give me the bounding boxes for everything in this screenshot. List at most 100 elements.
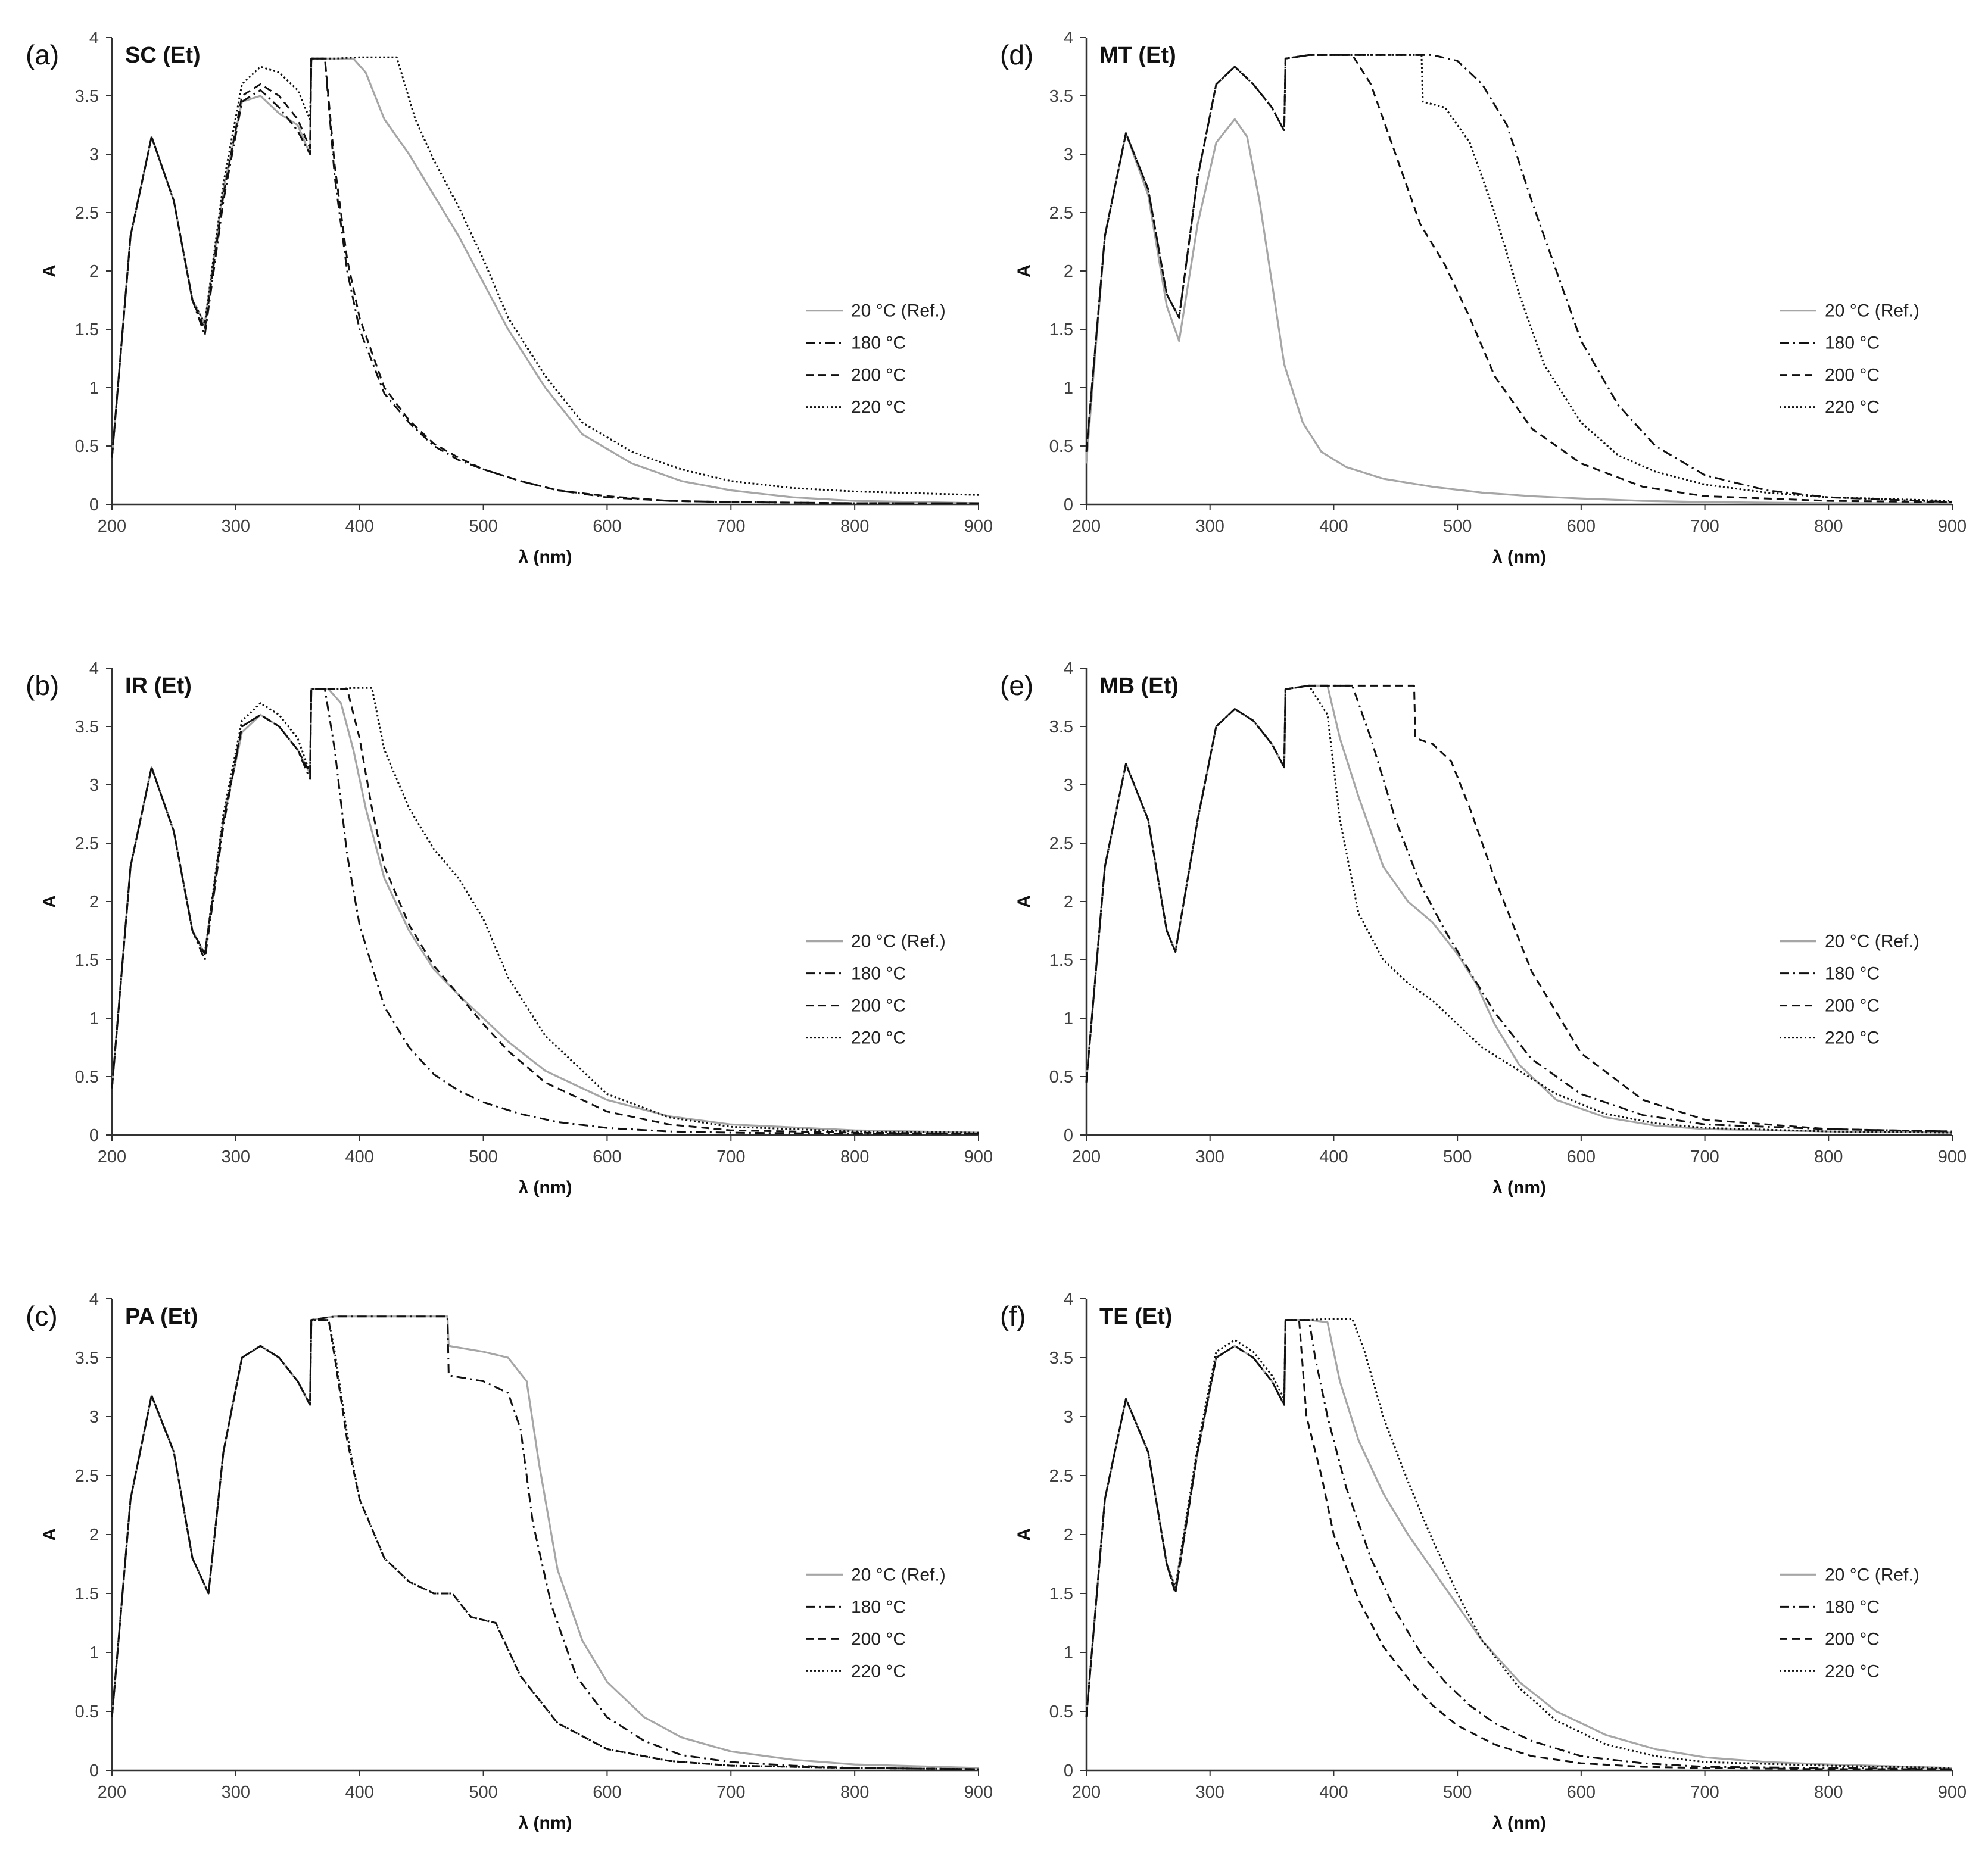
legend-label: 20 °C (Ref.) xyxy=(1825,932,1920,952)
y-axis-title: A xyxy=(40,264,60,277)
series-line-180-c xyxy=(111,57,979,504)
y-tick-label: 0.5 xyxy=(1049,1702,1073,1721)
y-axis-title: A xyxy=(1014,264,1034,277)
x-tick-label: 800 xyxy=(1814,1147,1843,1167)
panel-letter: (b) xyxy=(26,670,59,701)
legend-label: 200 °C xyxy=(1825,1629,1880,1649)
y-tick-label: 4 xyxy=(89,1290,99,1309)
panel-title: SC (Et) xyxy=(125,43,201,68)
legend-label: 180 °C xyxy=(1825,1597,1880,1617)
x-tick-label: 300 xyxy=(1196,1783,1224,1802)
x-axis-title: λ (nm) xyxy=(1492,1813,1546,1833)
x-tick-label: 500 xyxy=(469,517,497,536)
y-tick-label: 2.5 xyxy=(75,1467,99,1486)
x-tick-label: 400 xyxy=(1319,1147,1348,1167)
x-tick-label: 300 xyxy=(1196,1147,1224,1167)
x-tick-label: 900 xyxy=(964,1147,993,1167)
x-tick-label: 600 xyxy=(1567,517,1596,536)
series-line-200-c xyxy=(111,57,979,504)
x-tick-label: 400 xyxy=(345,517,374,536)
x-tick-label: 200 xyxy=(98,1147,126,1167)
legend-label: 20 °C (Ref.) xyxy=(851,301,946,321)
y-tick-label: 3 xyxy=(1064,776,1073,795)
x-tick-label: 700 xyxy=(716,1147,745,1167)
x-tick-label: 600 xyxy=(593,1783,621,1802)
legend-label: 200 °C xyxy=(851,996,906,1016)
x-tick-label: 900 xyxy=(1938,1147,1967,1167)
y-tick-label: 0.5 xyxy=(75,437,99,456)
x-axis-title: λ (nm) xyxy=(519,1813,572,1833)
chart-panel-6: 200 300 400 500 600 700 800 900 0 0.5 1 1.5 2 2.5 3 3.5… xyxy=(1000,1290,1967,1833)
y-tick-label: 3.5 xyxy=(75,87,99,106)
x-axis-title: λ (nm) xyxy=(519,547,572,567)
y-tick-label: 2 xyxy=(89,1526,99,1545)
legend-label: 220 °C xyxy=(1825,1661,1880,1681)
panel-letter: (c) xyxy=(26,1300,58,1331)
x-tick-label: 600 xyxy=(1567,1783,1596,1802)
x-axis-title: λ (nm) xyxy=(1492,547,1546,567)
y-tick-label: 3 xyxy=(89,1408,99,1427)
series-line-200-c xyxy=(111,688,979,1135)
x-tick-label: 200 xyxy=(1072,1783,1101,1802)
x-tick-label: 500 xyxy=(1443,1147,1472,1167)
x-tick-label: 700 xyxy=(716,1783,745,1802)
y-tick-label: 1 xyxy=(89,379,99,398)
x-tick-label: 800 xyxy=(840,1147,869,1167)
x-tick-label: 400 xyxy=(1319,517,1348,536)
x-tick-label: 600 xyxy=(593,1147,621,1167)
series-line-20-c-ref- xyxy=(1085,118,1952,504)
x-tick-label: 900 xyxy=(1938,517,1967,536)
x-tick-label: 500 xyxy=(469,1783,497,1802)
legend-label: 220 °C xyxy=(851,1661,906,1681)
y-tick-label: 0 xyxy=(1064,1126,1073,1145)
x-tick-label: 400 xyxy=(1319,1783,1348,1802)
legend-label: 200 °C xyxy=(1825,996,1880,1016)
y-tick-label: 3 xyxy=(1064,1408,1073,1427)
chart-panel-1: 200 300 400 500 600 700 800 900 0 0.5 1 1.5 2 2.5 3 3.5… xyxy=(26,29,993,567)
chart-panel-5: 200 300 400 500 600 700 800 900 0 0.5 1 1.5 2 2.5 3 3.5… xyxy=(1000,659,1967,1197)
y-tick-label: 2 xyxy=(1064,262,1073,281)
legend-label: 220 °C xyxy=(851,398,906,417)
legend-label: 200 °C xyxy=(851,366,906,385)
x-tick-label: 600 xyxy=(593,517,621,536)
y-tick-label: 3.5 xyxy=(1049,1349,1073,1368)
y-tick-label: 0.5 xyxy=(1049,1068,1073,1087)
y-tick-label: 3 xyxy=(1064,145,1073,164)
y-tick-label: 0 xyxy=(1064,495,1073,514)
y-tick-label: 0.5 xyxy=(75,1702,99,1721)
panel-title: MT (Et) xyxy=(1099,43,1176,68)
series-line-220-c xyxy=(111,1319,979,1770)
y-tick-label: 1.5 xyxy=(75,951,99,970)
panel-letter: (f) xyxy=(1000,1300,1026,1331)
y-tick-label: 0 xyxy=(89,1761,99,1780)
y-tick-label: 4 xyxy=(1064,1290,1073,1309)
series-line-200-c xyxy=(1085,54,1953,503)
legend-label: 180 °C xyxy=(851,1597,906,1617)
y-tick-label: 2 xyxy=(89,262,99,281)
y-tick-label: 1 xyxy=(89,1009,99,1028)
y-tick-label: 2 xyxy=(1064,1526,1073,1545)
legend-label: 180 °C xyxy=(1825,333,1880,353)
legend-label: 220 °C xyxy=(1825,398,1880,417)
y-tick-label: 4 xyxy=(89,29,99,48)
legend-label: 180 °C xyxy=(1825,964,1880,984)
y-tick-label: 2 xyxy=(1064,893,1073,912)
y-axis-title: A xyxy=(1014,1528,1034,1541)
x-tick-label: 200 xyxy=(1072,1147,1101,1167)
series-line-220-c xyxy=(111,56,979,496)
legend-label: 200 °C xyxy=(1825,366,1880,385)
x-tick-label: 500 xyxy=(469,1147,497,1167)
x-tick-label: 200 xyxy=(98,1783,126,1802)
y-tick-label: 2.5 xyxy=(75,204,99,223)
series-line-220-c xyxy=(1085,54,1953,502)
y-tick-label: 1.5 xyxy=(75,1585,99,1604)
series-line-20-c-ref- xyxy=(1085,684,1953,1134)
y-tick-label: 2 xyxy=(89,893,99,912)
series-line-220-c xyxy=(111,687,979,1134)
chart-panel-2: 200 300 400 500 600 700 800 900 0 0.5 1 1.5 2 2.5 3 3.5… xyxy=(26,659,993,1197)
y-tick-label: 3.5 xyxy=(1049,87,1073,106)
series-line-180-c xyxy=(1085,1319,1953,1770)
series-line-200-c xyxy=(111,1319,979,1770)
x-tick-label: 800 xyxy=(1814,517,1843,536)
series-line-220-c xyxy=(1085,684,1953,1134)
